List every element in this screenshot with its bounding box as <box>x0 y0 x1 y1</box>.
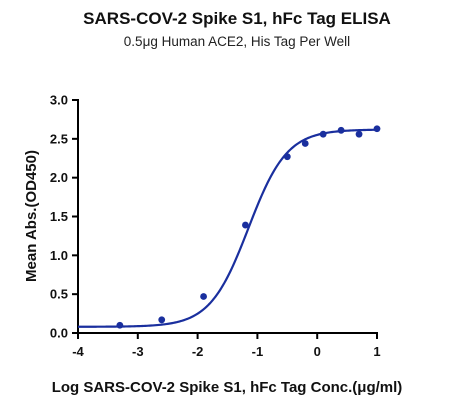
chart-title: SARS-COV-2 Spike S1, hFc Tag ELISA <box>83 9 391 28</box>
data-point <box>283 153 291 161</box>
data-point <box>242 221 249 229</box>
x-axis-ticks: -4 -3 -2 -1 0 1 <box>72 333 381 359</box>
x-tick-label: 0 <box>314 344 321 359</box>
y-axis-ticks: 0.0 0.5 1.0 1.5 2.0 2.5 3.0 <box>50 93 78 341</box>
data-point <box>319 130 327 138</box>
y-tick-label: 1.5 <box>50 209 68 224</box>
x-tick-label: -3 <box>132 344 144 359</box>
data-point <box>200 293 207 300</box>
fit-curve <box>78 128 378 328</box>
x-tick-label: 1 <box>373 344 380 359</box>
y-tick-label: 2.5 <box>50 131 68 146</box>
data-point <box>301 140 309 147</box>
y-tick-label: 0.0 <box>50 326 68 341</box>
data-point <box>116 321 124 329</box>
x-tick-label: -2 <box>192 344 204 359</box>
x-tick-label: -1 <box>252 344 264 359</box>
data-points <box>116 125 381 329</box>
x-tick-label: -4 <box>72 344 84 359</box>
x-axis-label: Log SARS-COV-2 Spike S1, hFc Tag Conc.(μ… <box>52 379 403 396</box>
data-point <box>373 125 381 133</box>
data-point <box>355 130 363 138</box>
chart-subtitle: 0.5μg Human ACE2, His Tag Per Well <box>124 34 350 49</box>
y-tick-label: 3.0 <box>50 93 68 108</box>
data-point <box>337 126 345 134</box>
y-axis-label: Mean Abs.(OD450) <box>23 150 40 282</box>
y-tick-label: 1.0 <box>50 248 68 263</box>
data-point <box>158 316 166 324</box>
y-tick-label: 0.5 <box>50 287 68 302</box>
y-tick-label: 2.0 <box>50 170 68 185</box>
